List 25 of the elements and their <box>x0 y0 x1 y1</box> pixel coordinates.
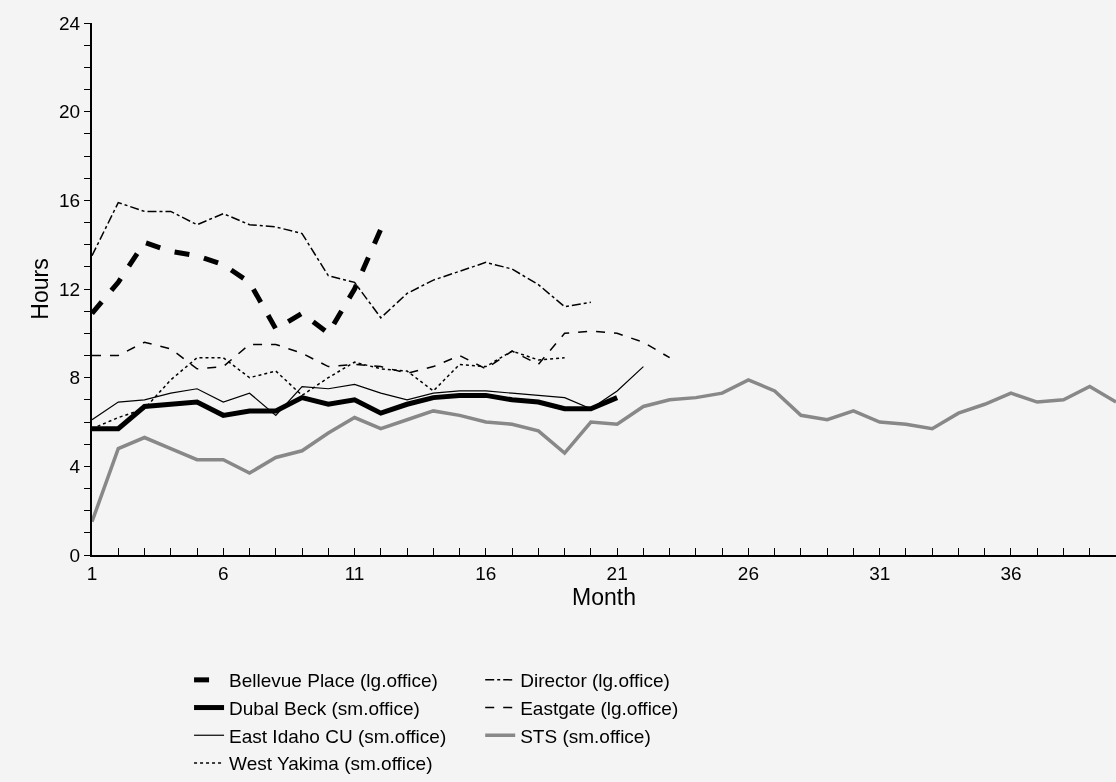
legend-label: Dubal Beck (sm.office) <box>229 697 420 719</box>
legend-label: Director (lg.office) <box>520 670 670 692</box>
legend-label: West Yakima (sm.office) <box>229 753 433 775</box>
legend-label: Bellevue Place (lg.office) <box>229 670 438 692</box>
y-axis-title: Hours <box>27 258 54 320</box>
line-series <box>92 378 1116 524</box>
y-tick-label: 8 <box>69 367 81 389</box>
legend-label: STS (sm.office) <box>520 725 651 747</box>
legend-label: Eastgate (lg.office) <box>520 697 679 719</box>
x-tick-label: 36 <box>1000 562 1022 584</box>
x-tick-label: 6 <box>217 562 229 584</box>
y-tick-label: 12 <box>59 278 81 300</box>
y-tick-label: 24 <box>59 12 81 34</box>
y-tick-label: 4 <box>69 455 81 477</box>
x-axis-title: Month <box>572 583 636 610</box>
x-tick-label: 31 <box>869 562 891 584</box>
legend-label: East Idaho CU (sm.office) <box>229 725 447 747</box>
y-tick-label: 16 <box>59 189 81 211</box>
y-tick-label: 0 <box>69 544 81 566</box>
x-tick-label: 1 <box>86 562 98 584</box>
x-tick-label: 11 <box>344 562 365 584</box>
y-tick-label: 20 <box>59 101 81 123</box>
x-tick-label: 16 <box>475 562 497 584</box>
x-tick-label: 26 <box>737 562 759 584</box>
x-tick-label: 21 <box>606 562 628 584</box>
